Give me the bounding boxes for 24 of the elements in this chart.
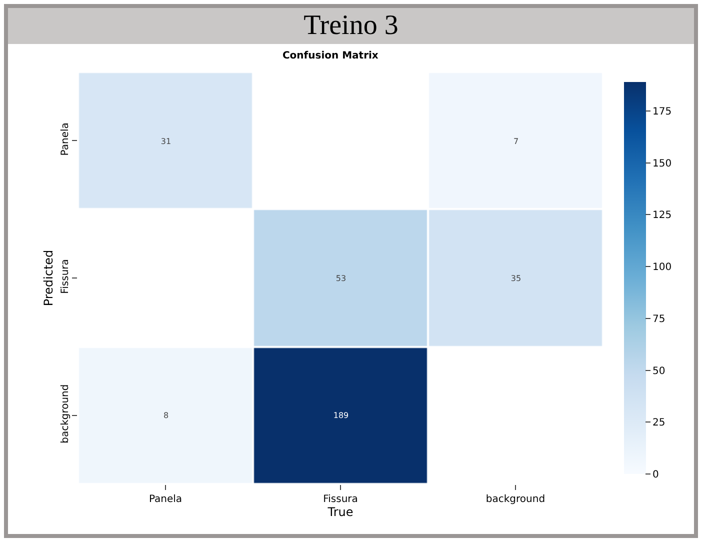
data-label: 35	[510, 274, 522, 283]
y-tick-label: Panela	[60, 122, 71, 156]
y-tick-label: background	[60, 384, 71, 444]
x-tick-label: Fissura	[323, 494, 358, 505]
chart-subtitle: Confusion Matrix	[282, 50, 379, 62]
data-label: 8	[163, 410, 169, 420]
color-bar-label: 75	[652, 314, 666, 325]
color-bar-label: 25	[652, 418, 666, 429]
color-bar-label: 150	[652, 158, 672, 170]
chart-title: Treino 3	[8, 8, 694, 44]
color-bar-label: 100	[652, 262, 672, 274]
color-bar-label: 175	[652, 106, 672, 118]
data-label: 189	[333, 410, 349, 420]
x-tick-label: Panela	[148, 494, 182, 505]
x-axis-title: True	[326, 505, 354, 519]
x-tick-label: background	[486, 494, 546, 505]
data-label: 7	[513, 136, 519, 146]
data-label: 31	[160, 136, 172, 146]
color-bar-label: 50	[652, 366, 666, 377]
y-axis-title: Predicted	[41, 250, 56, 306]
y-tick-label: Fissura	[60, 259, 71, 294]
data-label: 53	[336, 274, 346, 283]
color-bar-label: 125	[652, 210, 672, 222]
color-bar-label: 0	[652, 470, 659, 480]
